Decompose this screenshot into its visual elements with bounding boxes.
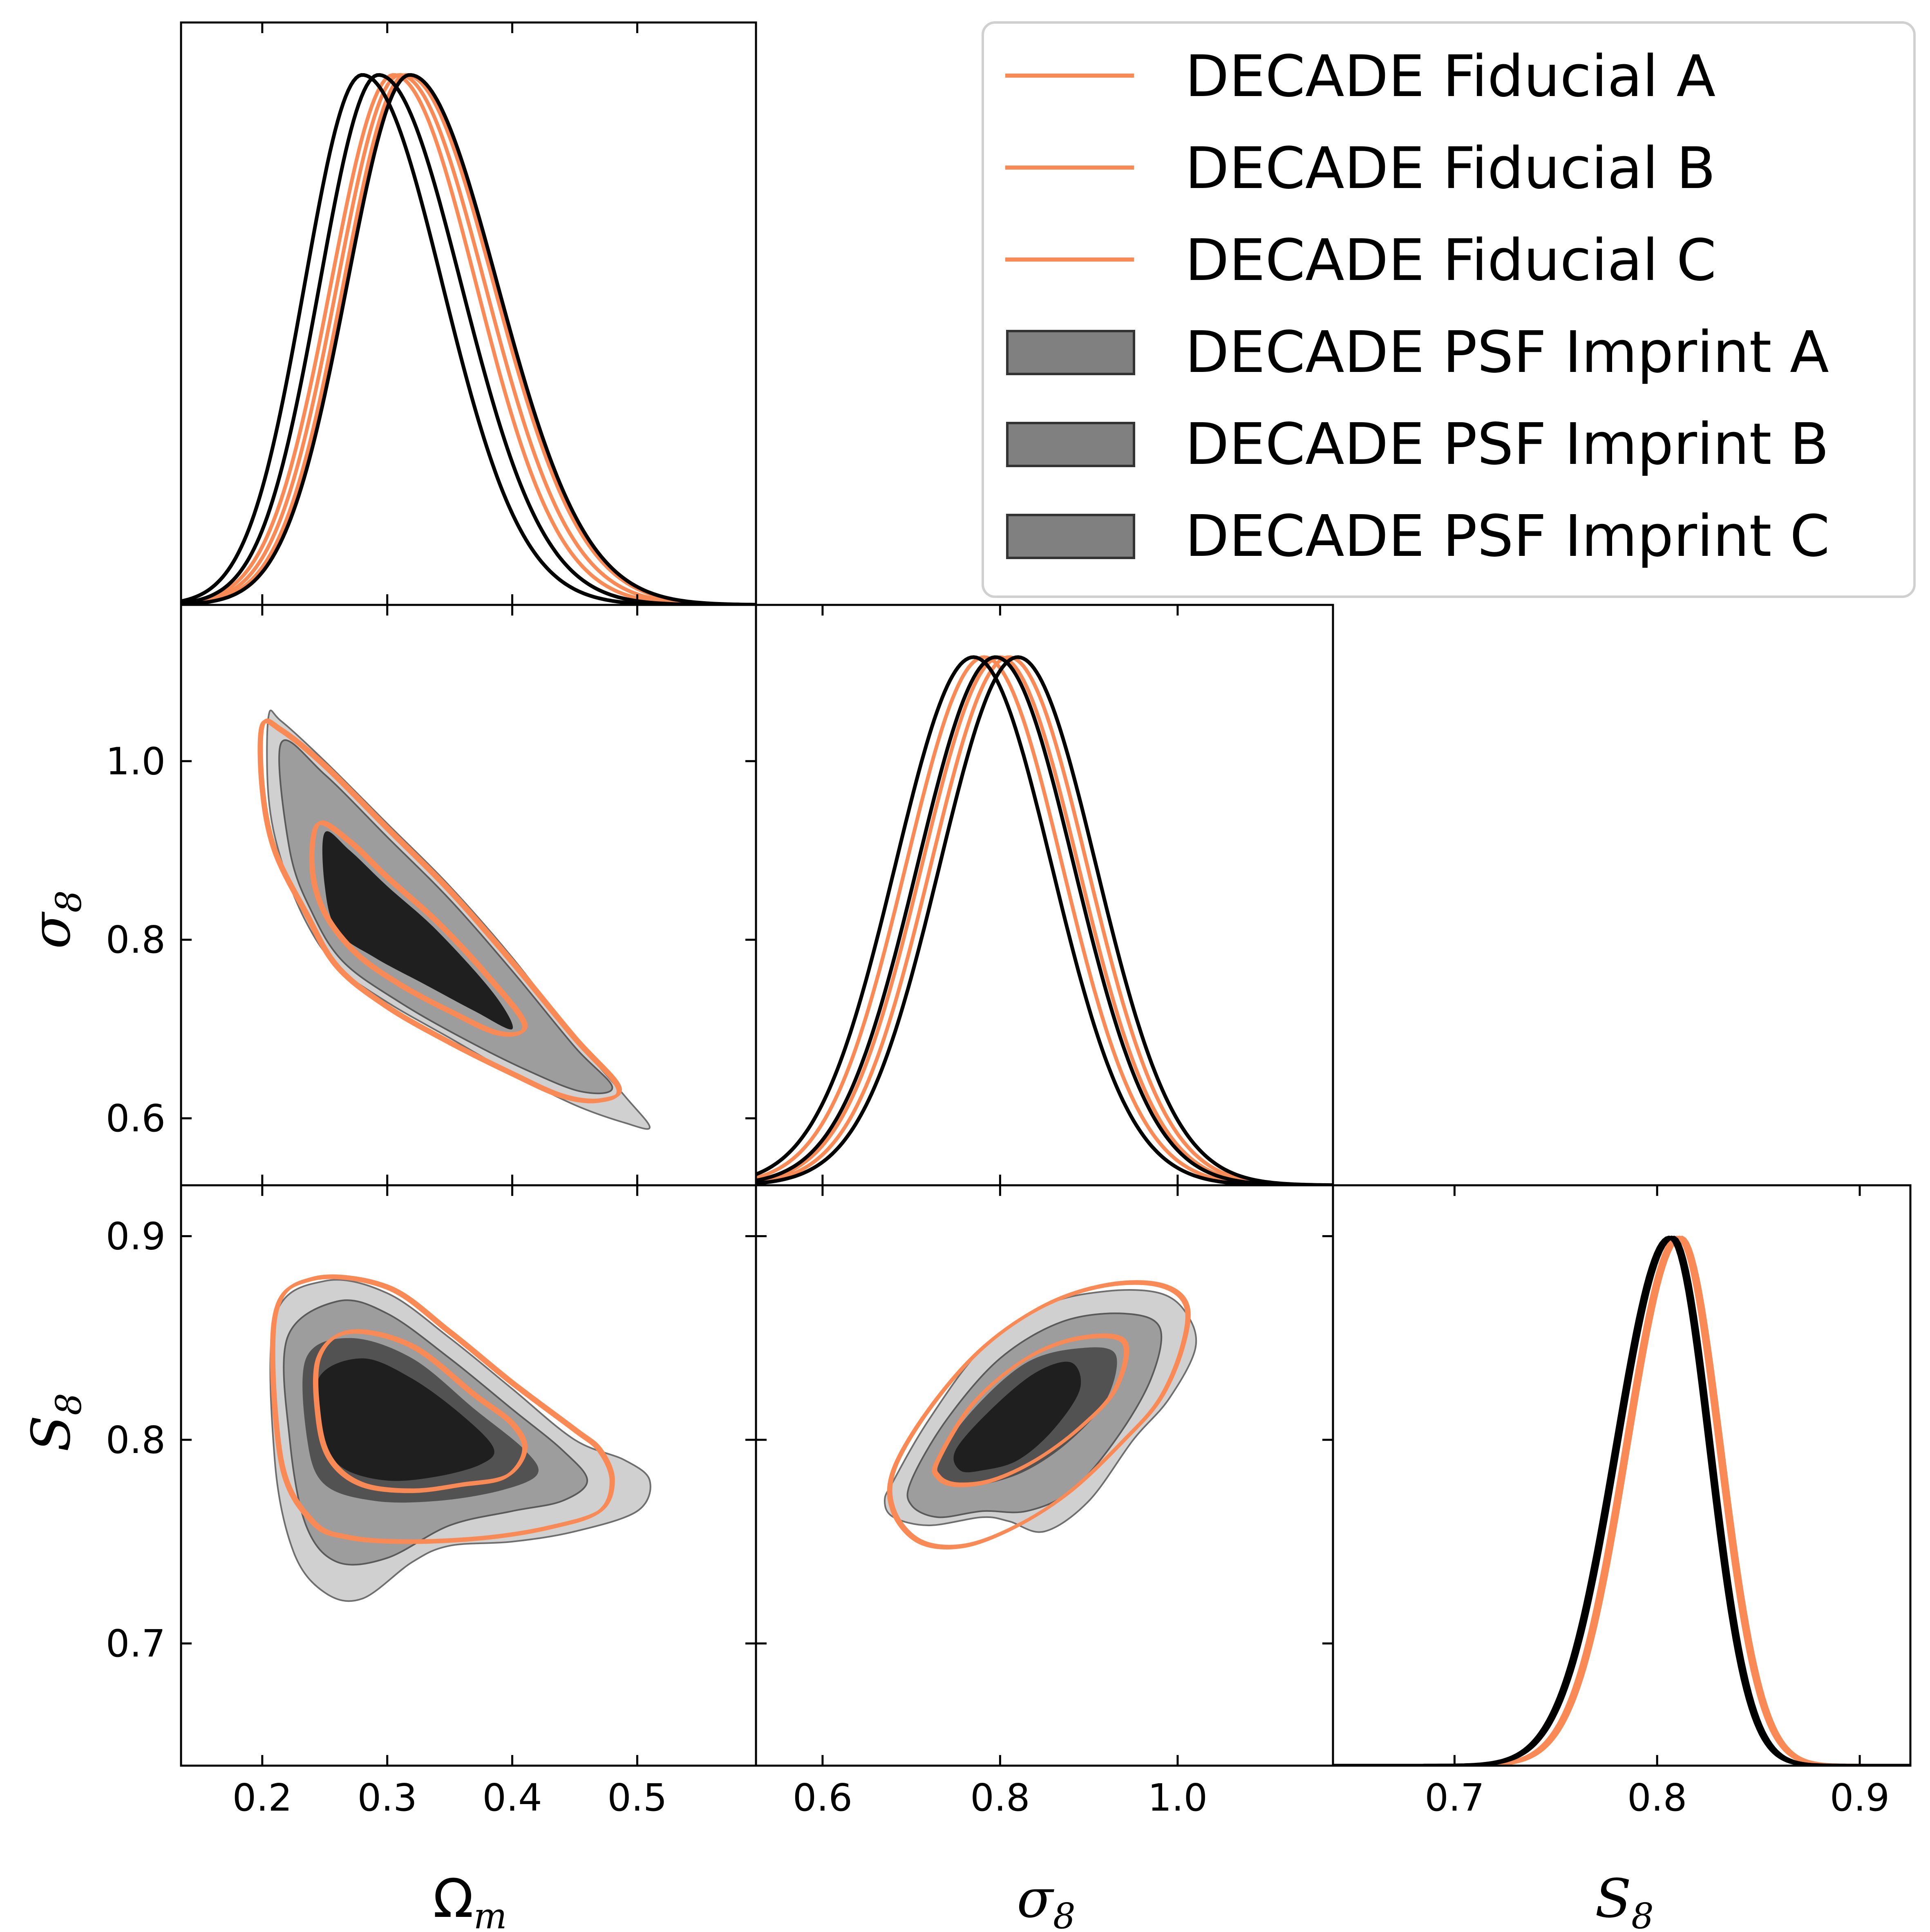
- x-tick-label-omega-m-3: 0.5: [607, 1776, 667, 1820]
- legend-swatch-psf-a: [1006, 330, 1135, 375]
- y-tick-label-s-8-2: 0.9: [106, 1215, 165, 1258]
- contour-s8-sigma8-fiducial_outer-2: [887, 1281, 1189, 1550]
- contour-s8-omegam-fiducial_outer-2: [270, 1276, 613, 1544]
- contour-sigma8-omegam-fiducial_inner-2: [309, 822, 526, 1037]
- x-tick-labels-s-8: 0.7 0.8 0.9: [1425, 1776, 1890, 1820]
- contour-s8-omegam: [269, 1274, 651, 1602]
- y-tick-label-sigma-8-2: 1.0: [106, 739, 165, 783]
- marginal-panel-sigma_8: [756, 655, 1333, 1185]
- legend-label-fiducial-c: DECADE Fiducial C: [1185, 227, 1716, 294]
- x-tick-labels-sigma-8: 0.6 0.8 1.0: [793, 1776, 1208, 1820]
- y-axis-label-sigma-8: σ8: [20, 890, 89, 949]
- x-tick-label-sigma-8-2: 1.0: [1148, 1776, 1208, 1820]
- panels: [181, 73, 1910, 1766]
- legend-label-psf-imprint-b: DECADE PSF Imprint B: [1185, 411, 1829, 478]
- contour-s8-sigma8: [883, 1280, 1197, 1550]
- contour-sigma8-omegam-fiducial_outer-1: [259, 718, 622, 1102]
- x-tick-label-omega-m-1: 0.3: [358, 1776, 417, 1820]
- x-tick-label-omega-m-2: 0.4: [482, 1776, 542, 1820]
- contour-sigma8-omegam-psf-inner: [322, 831, 513, 1030]
- legend-label-psf-imprint-c: DECADE PSF Imprint C: [1185, 503, 1830, 570]
- contour-s8-omegam-psf-inner: [316, 1358, 494, 1481]
- contour-sigma8-omegam: [257, 710, 651, 1130]
- panel-frames: [180, 21, 1912, 1767]
- x-tick-label-sigma-8-0: 0.6: [793, 1776, 852, 1820]
- marginal-fiducial-sigma_8-2: [756, 655, 1333, 1185]
- legend-label-fiducial-b: DECADE Fiducial B: [1185, 135, 1716, 202]
- y-tick-label-s-8-0: 0.7: [106, 1622, 165, 1666]
- x-tick-label-s-8-2: 0.9: [1830, 1776, 1890, 1820]
- x-axis-label-s-8: S8: [1595, 1867, 1654, 1932]
- x-tick-label-s-8-1: 0.8: [1627, 1776, 1687, 1820]
- legend-label-psf-imprint-a: DECADE PSF Imprint A: [1185, 319, 1829, 386]
- legend-label-fiducial-a: DECADE Fiducial A: [1185, 43, 1715, 110]
- legend-swatch-psf-c: [1006, 514, 1135, 559]
- contour-s8-sigma8-psf-inner: [953, 1361, 1081, 1473]
- legend-swatch-psf-b: [1006, 422, 1135, 467]
- marginal-fiducial-omega_m-1: [181, 73, 756, 605]
- x-axis-label-omega-m: Ωm: [433, 1867, 507, 1932]
- ticks: [181, 22, 1861, 1766]
- marginal-psf-omega_m-2: [181, 73, 756, 605]
- y-tick-label-sigma-8-1: 0.8: [106, 918, 165, 962]
- legend: DECADE Fiducial A DECADE Fiducial B DECA…: [982, 21, 1916, 598]
- y-tick-labels-s-8: 0.7 0.8 0.9: [106, 1215, 165, 1666]
- contour-sigma8-omegam-psf-mid: [278, 739, 613, 1095]
- x-tick-label-sigma-8-1: 0.8: [970, 1776, 1030, 1820]
- contour-s8-omegam-fiducial_inner-2: [313, 1330, 526, 1493]
- marginal-psf-sigma_8-2: [756, 655, 1333, 1185]
- x-tick-label-omega-m-0: 0.2: [233, 1776, 292, 1820]
- x-axis-label-sigma-8: σ8: [1017, 1867, 1075, 1932]
- marginal-psf-sigma_8-0: [756, 655, 1333, 1185]
- contour-s8-sigma8-fiducial_inner-2: [932, 1334, 1127, 1487]
- y-axis-label-s-8: S8: [20, 1393, 89, 1452]
- legend-frame: [982, 21, 1916, 598]
- x-tick-label-s-8-0: 0.7: [1425, 1776, 1484, 1820]
- marginal-panel-omega_m: [181, 73, 756, 605]
- marginal-psf-sigma_8-1: [756, 655, 1333, 1185]
- y-tick-label-sigma-8-0: 0.6: [106, 1097, 165, 1140]
- y-tick-labels-sigma-8: 0.6 0.8 1.0: [106, 739, 165, 1140]
- contour-sigma8-omegam-fiducial_inner-1: [311, 820, 528, 1036]
- y-tick-label-s-8-1: 0.8: [106, 1418, 165, 1462]
- marginal-psf-omega_m-1: [181, 73, 756, 605]
- x-tick-labels-omega-m: 0.2 0.3 0.4 0.5: [233, 1776, 667, 1820]
- contour-sigma8-omegam-fiducial_outer-2: [257, 720, 620, 1104]
- panel-frame-2-2: [1332, 1184, 1912, 1767]
